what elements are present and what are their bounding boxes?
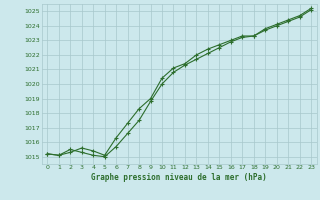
X-axis label: Graphe pression niveau de la mer (hPa): Graphe pression niveau de la mer (hPa)	[91, 173, 267, 182]
